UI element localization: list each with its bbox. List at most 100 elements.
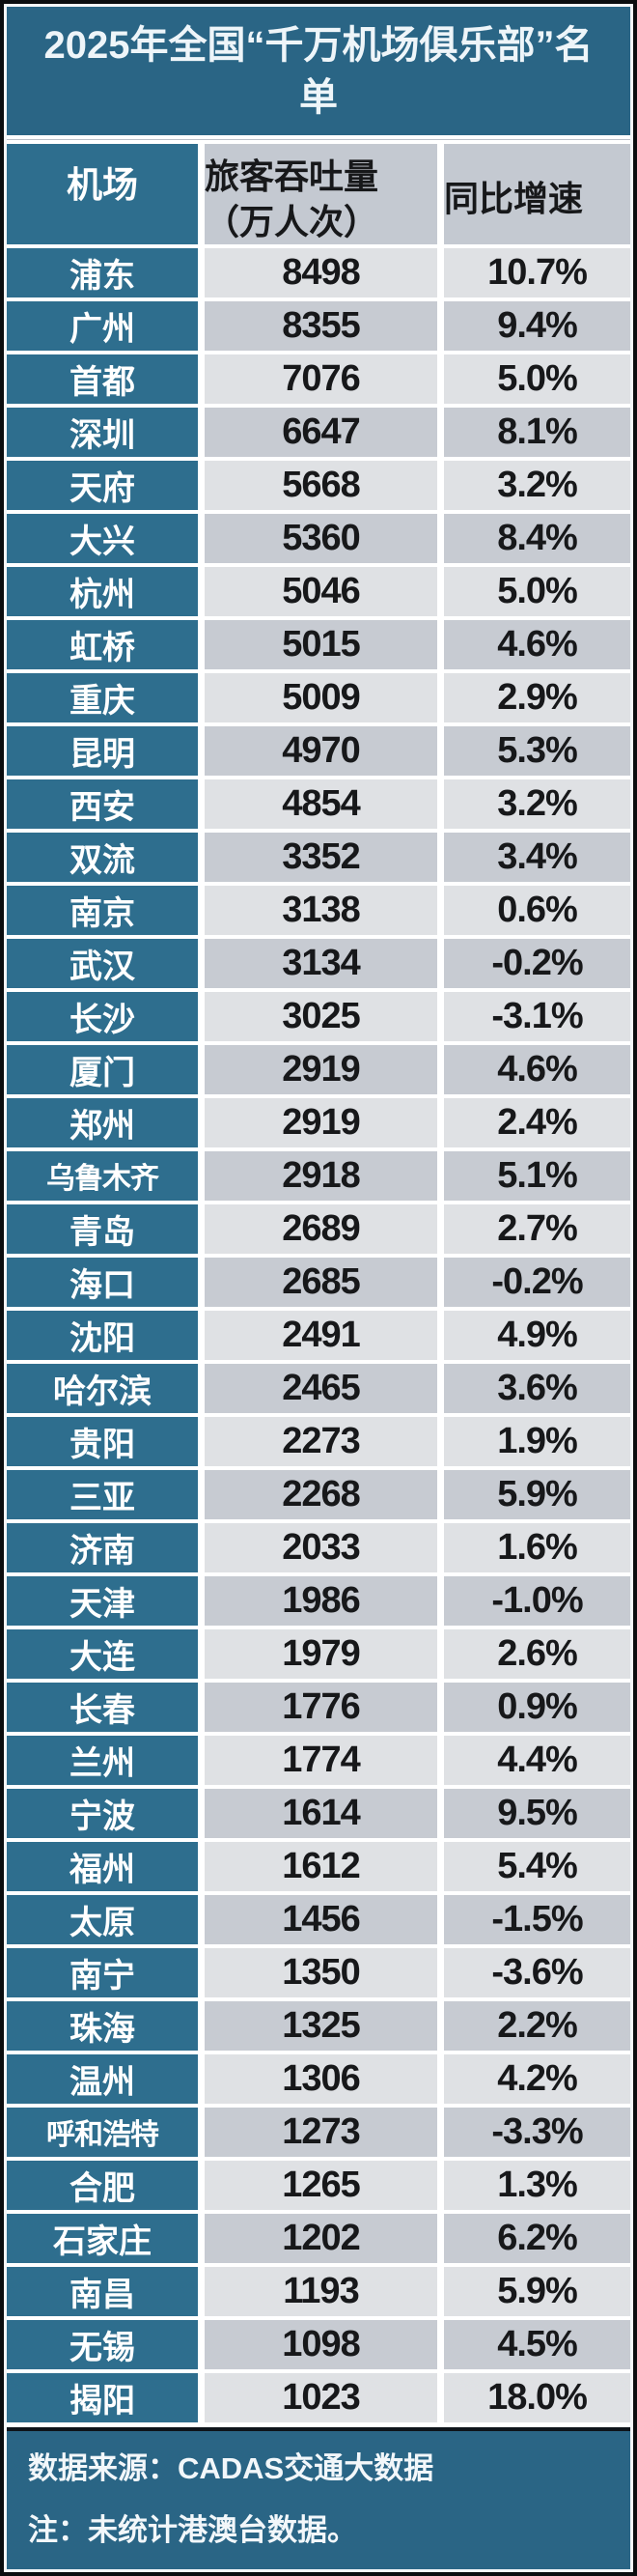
throughput-cell: 3134 — [205, 938, 437, 988]
airport-cell: 无锡 — [7, 2319, 198, 2369]
header-throughput: 旅客吞吐量 （万人次） — [205, 143, 437, 244]
airport-cell: 首都 — [7, 354, 198, 404]
airport-cell: 兰州 — [7, 1735, 198, 1785]
airport-cell: 乌鲁木齐 — [7, 1150, 198, 1201]
throughput-cell: 1774 — [205, 1735, 437, 1785]
table-row: 虹桥 5015 4.6% — [7, 619, 630, 669]
throughput-cell: 1350 — [205, 1947, 437, 1997]
airport-cell: 长沙 — [7, 991, 198, 1041]
throughput-cell: 5015 — [205, 619, 437, 669]
table-row: 大连 1979 2.6% — [7, 1628, 630, 1679]
table-row: 深圳 6647 8.1% — [7, 407, 630, 457]
table-row: 天府 5668 3.2% — [7, 460, 630, 510]
throughput-cell: 8355 — [205, 300, 437, 351]
airport-cell: 长春 — [7, 1682, 198, 1732]
table-row: 海口 2685 -0.2% — [7, 1257, 630, 1307]
table-row: 合肥 1265 1.3% — [7, 2160, 630, 2210]
footer-note: 注：未统计港澳台数据。 — [28, 2513, 357, 2548]
growth-cell: 5.1% — [444, 1150, 630, 1201]
growth-cell: 4.5% — [444, 2319, 630, 2369]
airport-cell: 揭阳 — [7, 2372, 198, 2422]
airport-cell: 温州 — [7, 2053, 198, 2104]
table-row: 福州 1612 5.4% — [7, 1841, 630, 1891]
throughput-cell: 2919 — [205, 1097, 437, 1147]
airport-cell: 西安 — [7, 778, 198, 829]
throughput-cell: 1325 — [205, 2000, 437, 2051]
airport-cell: 武汉 — [7, 938, 198, 988]
airport-cell: 双流 — [7, 832, 198, 882]
title-divider — [7, 139, 630, 140]
growth-cell: 2.4% — [444, 1097, 630, 1147]
throughput-cell: 1306 — [205, 2053, 437, 2104]
throughput-cell: 3138 — [205, 885, 437, 935]
throughput-cell: 1193 — [205, 2266, 437, 2316]
growth-cell: 4.6% — [444, 619, 630, 669]
growth-cell: 1.9% — [444, 1416, 630, 1466]
throughput-cell: 2268 — [205, 1469, 437, 1519]
airport-cell: 南京 — [7, 885, 198, 935]
header-airport: 机场 — [7, 143, 198, 244]
airport-cell: 福州 — [7, 1841, 198, 1891]
throughput-cell: 4854 — [205, 778, 437, 829]
throughput-cell: 2273 — [205, 1416, 437, 1466]
throughput-cell: 5046 — [205, 566, 437, 616]
growth-cell: 5.4% — [444, 1841, 630, 1891]
table-row: 长春 1776 0.9% — [7, 1682, 630, 1732]
throughput-cell: 1098 — [205, 2319, 437, 2369]
growth-cell: 3.6% — [444, 1363, 630, 1413]
table-row: 南宁 1350 -3.6% — [7, 1947, 630, 1997]
table-row: 厦门 2919 4.6% — [7, 1044, 630, 1094]
growth-cell: 9.5% — [444, 1788, 630, 1838]
throughput-cell: 7076 — [205, 354, 437, 404]
growth-cell: 6.2% — [444, 2213, 630, 2263]
airport-cell: 宁波 — [7, 1788, 198, 1838]
table-row: 揭阳 1023 18.0% — [7, 2372, 630, 2422]
growth-cell: 10.7% — [444, 247, 630, 297]
airport-cell: 沈阳 — [7, 1310, 198, 1360]
airport-cell: 济南 — [7, 1522, 198, 1572]
growth-cell: -1.5% — [444, 1894, 630, 1944]
growth-cell: -1.0% — [444, 1575, 630, 1626]
growth-cell: 5.0% — [444, 566, 630, 616]
airport-cell: 贵阳 — [7, 1416, 198, 1466]
table-row: 宁波 1614 9.5% — [7, 1788, 630, 1838]
airport-cell: 太原 — [7, 1894, 198, 1944]
throughput-cell: 1986 — [205, 1575, 437, 1626]
airport-cell: 南宁 — [7, 1947, 198, 1997]
growth-cell: 3.2% — [444, 460, 630, 510]
table-header-row: 机场 旅客吞吐量 （万人次） 同比增速 — [7, 143, 630, 244]
airport-cell: 昆明 — [7, 725, 198, 776]
growth-cell: 8.1% — [444, 407, 630, 457]
table-row: 哈尔滨 2465 3.6% — [7, 1363, 630, 1413]
throughput-cell: 3025 — [205, 991, 437, 1041]
throughput-cell: 1612 — [205, 1841, 437, 1891]
growth-cell: -0.2% — [444, 938, 630, 988]
growth-cell: -0.2% — [444, 1257, 630, 1307]
growth-cell: 8.4% — [444, 513, 630, 563]
throughput-cell: 6647 — [205, 407, 437, 457]
growth-cell: 9.4% — [444, 300, 630, 351]
airport-cell: 珠海 — [7, 2000, 198, 2051]
table-row: 太原 1456 -1.5% — [7, 1894, 630, 1944]
table-row: 三亚 2268 5.9% — [7, 1469, 630, 1519]
airport-cell: 三亚 — [7, 1469, 198, 1519]
table-row: 长沙 3025 -3.1% — [7, 991, 630, 1041]
table-row: 无锡 1098 4.5% — [7, 2319, 630, 2369]
table-row: 武汉 3134 -0.2% — [7, 938, 630, 988]
throughput-cell: 1265 — [205, 2160, 437, 2210]
throughput-cell: 1614 — [205, 1788, 437, 1838]
airport-cell: 大连 — [7, 1628, 198, 1679]
airport-cell: 杭州 — [7, 566, 198, 616]
airport-cell: 厦门 — [7, 1044, 198, 1094]
table-row: 济南 2033 1.6% — [7, 1522, 630, 1572]
airport-cell: 青岛 — [7, 1203, 198, 1254]
header-growth: 同比增速 — [444, 143, 630, 244]
growth-cell: -3.6% — [444, 1947, 630, 1997]
airport-cell: 哈尔滨 — [7, 1363, 198, 1413]
table-row: 大兴 5360 8.4% — [7, 513, 630, 563]
airport-cell: 天津 — [7, 1575, 198, 1626]
table-row: 郑州 2919 2.4% — [7, 1097, 630, 1147]
airport-cell: 石家庄 — [7, 2213, 198, 2263]
throughput-cell: 1273 — [205, 2107, 437, 2157]
